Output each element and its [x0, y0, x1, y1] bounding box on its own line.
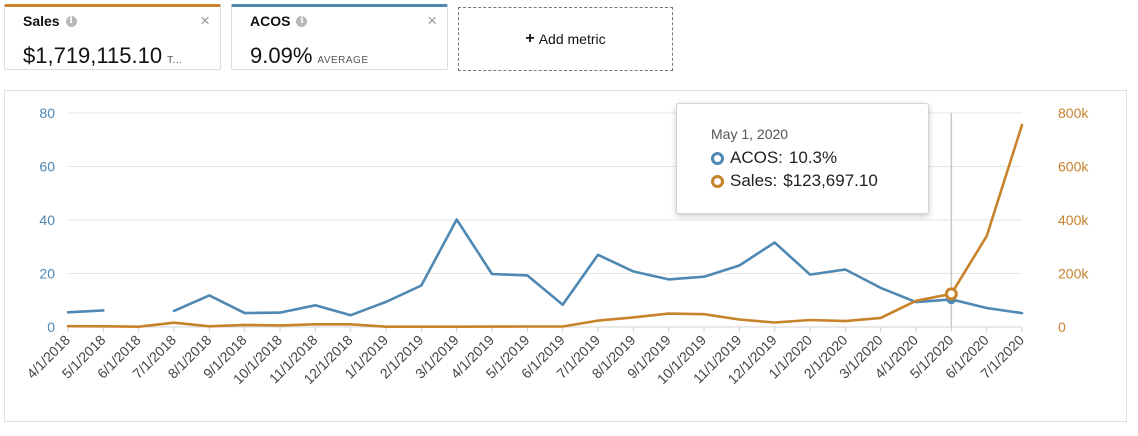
tooltip-sales-row: Sales: $123,697.10	[711, 171, 878, 191]
tooltip-acos-label: ACOS:	[730, 148, 783, 167]
chart-panel	[4, 90, 1127, 422]
y-left-tick-label: 60	[39, 159, 55, 175]
y-right-tick-label: 200k	[1058, 266, 1089, 282]
sales-legend-marker-icon	[711, 174, 724, 188]
sales-value: $1,719,115.10 T...	[23, 43, 182, 69]
y-left-tick-label: 40	[39, 212, 55, 228]
acos-value-suffix: AVERAGE	[317, 55, 369, 66]
sales-series-line	[66, 123, 1024, 329]
sales-value-text: $1,719,115.10	[23, 43, 163, 68]
acos-card-title: ACOS i	[250, 13, 308, 29]
acos-series-line	[66, 309, 105, 314]
acos-title-label: ACOS	[250, 13, 291, 29]
acos-value: 9.09% AVERAGE	[250, 43, 369, 69]
sales-metric-card[interactable]: Sales i × $1,719,115.10 T...	[4, 4, 221, 70]
acos-series-line	[172, 218, 1024, 317]
add-metric-label: Add metric	[538, 31, 606, 47]
plus-icon: +	[525, 30, 535, 47]
tooltip-sales-label: Sales:	[730, 171, 778, 190]
tooltip-acos-value: 10.3%	[788, 148, 838, 167]
sales-highlight-point	[944, 287, 958, 301]
y-left-tick-label: 0	[47, 319, 55, 335]
y-right-tick-label: 600k	[1058, 159, 1089, 175]
close-icon[interactable]: ×	[200, 11, 210, 30]
sales-value-suffix: T...	[167, 55, 183, 66]
y-right-tick-label: 0	[1058, 319, 1066, 335]
y-left-tick-label: 20	[39, 266, 55, 282]
acos-legend-marker-icon	[711, 151, 724, 165]
tooltip-sales-value: $123,697.10	[783, 171, 878, 190]
acos-value-text: 9.09%	[250, 43, 313, 68]
acos-metric-card[interactable]: ACOS i × 9.09% AVERAGE	[231, 4, 448, 70]
sales-card-title: Sales i	[23, 13, 77, 29]
chart-tooltip: May 1, 2020 ACOS: 10.3% Sales: $123,697.…	[676, 103, 929, 214]
y-left-tick-label: 80	[39, 105, 55, 121]
add-metric-button[interactable]: + Add metric	[458, 7, 673, 71]
tooltip-acos-row: ACOS: 10.3%	[711, 148, 837, 168]
sales-title-label: Sales	[23, 13, 60, 29]
close-icon[interactable]: ×	[427, 11, 437, 30]
y-right-tick-label: 400k	[1058, 212, 1089, 228]
info-icon[interactable]: i	[65, 15, 77, 27]
tooltip-date: May 1, 2020	[711, 126, 789, 142]
y-right-tick-label: 800k	[1058, 105, 1089, 121]
info-icon[interactable]: i	[296, 15, 308, 27]
